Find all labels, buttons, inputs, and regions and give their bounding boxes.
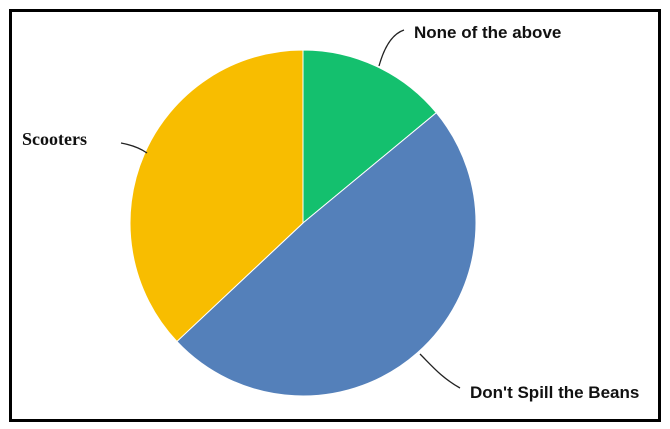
slice-labels: None of the above Don't Spill the Beans … (22, 23, 639, 402)
slice-label-none-of-the-above: None of the above (414, 23, 561, 42)
leader-line-dont-spill-the-beans (419, 353, 461, 389)
leader-line-scooters (120, 142, 148, 154)
slice-label-dont-spill-the-beans: Don't Spill the Beans (470, 383, 639, 402)
slice-label-scooters: Scooters (22, 129, 87, 149)
pie-slices (129, 49, 477, 397)
pie-slice-none-of-the-above (302, 49, 438, 225)
pie-slice-don-t-spill-the-beans (176, 112, 477, 397)
leader-line-none-of-the-above (378, 29, 405, 67)
pie-slice-scooters (129, 49, 304, 343)
leader-lines (120, 29, 461, 389)
